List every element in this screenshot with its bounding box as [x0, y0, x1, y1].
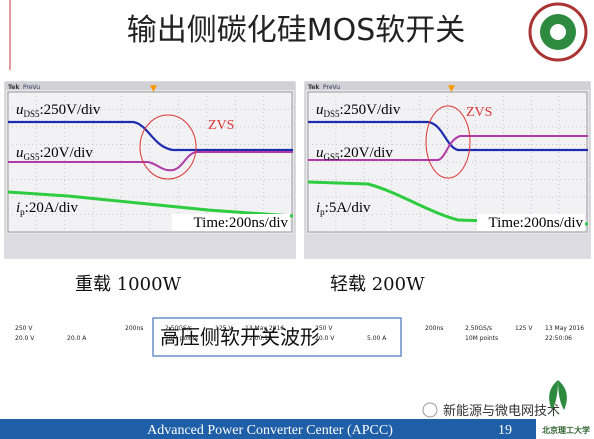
scope-header	[5, 82, 295, 90]
trace-vds	[308, 120, 588, 152]
university-emblem	[528, 2, 588, 62]
channel-label: ip:20A/div	[16, 200, 79, 217]
watermark: 新能源与微电网技术	[422, 402, 560, 419]
status-text: 10M points	[465, 335, 498, 342]
channel-scale: :5A/div	[325, 200, 371, 216]
status-text: 200ns	[425, 325, 443, 332]
zvs-circle	[139, 114, 197, 180]
time-box	[172, 214, 290, 231]
caption-box-text: 高压侧软开关波形	[160, 325, 320, 349]
channel-label: uDS5:250V/div	[16, 102, 101, 119]
status-text: 20.0 V	[315, 335, 335, 342]
scope-header	[305, 82, 590, 90]
time-label: Time:200ns/div	[489, 215, 584, 231]
status-text: 250 V	[315, 325, 333, 332]
scope-plot: ZVSuDS5:250V/divuGS5:20V/divip:5A/divTim…	[307, 91, 589, 233]
zvs-label: ZVS	[466, 105, 492, 120]
caption-box	[152, 317, 402, 357]
channel-subscript: p	[20, 207, 25, 217]
scope-caption: 重载 1000W	[75, 274, 182, 295]
status-bar	[305, 234, 590, 258]
zvs-label: ZVS	[208, 118, 234, 133]
status-text: 13 May 2016	[245, 325, 284, 332]
bit-logo: 北京理工大学	[542, 380, 590, 435]
channel-symbol: u	[316, 102, 324, 118]
status-text: 125 V	[515, 325, 533, 332]
channel-scale: :20A/div	[25, 200, 79, 216]
trace-ip	[307, 180, 589, 226]
footer-bar	[0, 419, 536, 439]
scope-brand: Tek	[308, 84, 320, 91]
channel-symbol: u	[316, 145, 324, 161]
time-label: Time:200ns/div	[194, 215, 289, 231]
scope-mode: PreVu	[23, 84, 40, 91]
status-text: 125 V	[215, 325, 233, 332]
channel-scale: :20V/div	[40, 145, 94, 161]
zvs-circle	[425, 105, 471, 179]
scope-mode: PreVu	[323, 84, 340, 91]
channel-symbol: u	[16, 145, 24, 161]
oscilloscope-screenshot: Tek PreVu ▼ZVSuDS5:250V/divuGS5:20V/divip:…	[4, 81, 296, 342]
trigger-marker: ▼	[150, 84, 157, 94]
scope-brand: Tek	[8, 84, 20, 91]
channel-subscript: GS5	[324, 152, 341, 162]
scope-caption: 轻载 200W	[330, 274, 425, 295]
channel-symbol: i	[16, 200, 20, 216]
channel-subscript: GS5	[24, 152, 41, 162]
channel-subscript: DS5	[24, 109, 41, 119]
status-text: 20.0 A	[67, 335, 87, 342]
status-text: 2.50GS/s	[165, 325, 192, 332]
status-text: 10M points	[165, 335, 198, 342]
trace-vds	[8, 120, 293, 152]
channel-subscript: p	[320, 207, 325, 217]
status-text: 250 V	[15, 325, 33, 332]
time-box	[477, 214, 585, 231]
channel-symbol: i	[316, 200, 320, 216]
status-text: 13 May 2016	[545, 325, 584, 332]
page-number: 19	[498, 423, 512, 438]
status-text: 22:50:06	[545, 335, 572, 342]
channel-label: uGS5:20V/div	[316, 145, 393, 162]
slide-title: 输出侧碳化硅MOS软开关	[127, 13, 466, 48]
channel-label: uDS5:250V/div	[316, 102, 401, 119]
status-bar	[5, 234, 295, 258]
channel-scale: :20V/div	[340, 145, 394, 161]
channel-scale: :250V/div	[40, 102, 101, 118]
channel-label: uGS5:20V/div	[16, 145, 93, 162]
logo-text: 北京理工大学	[542, 425, 590, 435]
channel-scale: :250V/div	[340, 102, 401, 118]
trace-ip	[7, 190, 294, 218]
watermark-text: 新能源与微电网技术	[443, 403, 560, 419]
channel-label: ip:5A/div	[316, 200, 371, 217]
trace-vgs	[308, 135, 588, 161]
status-text: 200ns	[125, 325, 143, 332]
status-text: 22:00:12	[245, 335, 272, 342]
footer-text: Advanced Power Converter Center (APCC)	[147, 423, 393, 438]
status-text: 2.50GS/s	[465, 325, 492, 332]
trigger-marker: ▼	[448, 84, 455, 94]
status-text: 20.0 V	[15, 335, 35, 342]
channel-subscript: DS5	[324, 109, 341, 119]
scope-plot: ZVSuDS5:250V/divuGS5:20V/divip:20A/divTi…	[7, 91, 294, 233]
channel-symbol: u	[16, 102, 24, 118]
trace-vgs	[8, 151, 293, 172]
oscilloscope-screenshot: Tek PreVu ▼ZVSuDS5:250V/divuGS5:20V/divip:…	[304, 81, 591, 342]
status-text: 5.00 A	[367, 335, 387, 342]
